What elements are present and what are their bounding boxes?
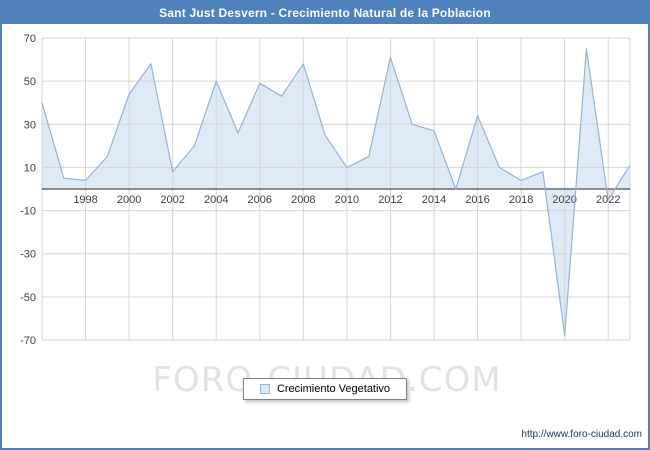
population-growth-chart: 70 50 30 10 -10 -30 -50 -70 1998 2000 2002 2004 2006… bbox=[20, 33, 631, 347]
chart-area: 70 50 30 10 -10 -30 -50 -70 1998 2000 2002 2004 2006… bbox=[2, 24, 648, 400]
svg-text:2002: 2002 bbox=[160, 194, 184, 206]
svg-text:2016: 2016 bbox=[465, 194, 489, 206]
svg-text:2006: 2006 bbox=[248, 194, 272, 206]
svg-text:2014: 2014 bbox=[422, 194, 446, 206]
legend-swatch-icon bbox=[259, 384, 270, 394]
svg-text:2000: 2000 bbox=[117, 194, 141, 206]
svg-text:2010: 2010 bbox=[335, 194, 359, 206]
svg-text:1998: 1998 bbox=[73, 194, 97, 206]
svg-text:2004: 2004 bbox=[204, 194, 228, 206]
svg-text:2008: 2008 bbox=[291, 194, 315, 206]
svg-text:70: 70 bbox=[24, 33, 36, 45]
chart-title: Sant Just Desvern - Crecimiento Natural … bbox=[2, 2, 648, 24]
svg-text:-30: -30 bbox=[20, 249, 36, 261]
site-url[interactable]: http://www.foro-ciudad.com bbox=[521, 429, 642, 440]
svg-text:-70: -70 bbox=[20, 335, 36, 347]
legend: Crecimiento Vegetativo bbox=[242, 378, 408, 400]
svg-text:30: 30 bbox=[24, 119, 36, 131]
svg-text:10: 10 bbox=[24, 162, 36, 174]
svg-text:-10: -10 bbox=[20, 206, 36, 218]
legend-label: Crecimiento Vegetativo bbox=[276, 383, 391, 395]
svg-text:2012: 2012 bbox=[378, 194, 402, 206]
svg-text:-50: -50 bbox=[20, 292, 36, 304]
svg-text:2020: 2020 bbox=[552, 194, 576, 206]
svg-text:50: 50 bbox=[24, 76, 36, 88]
svg-text:2018: 2018 bbox=[509, 194, 533, 206]
